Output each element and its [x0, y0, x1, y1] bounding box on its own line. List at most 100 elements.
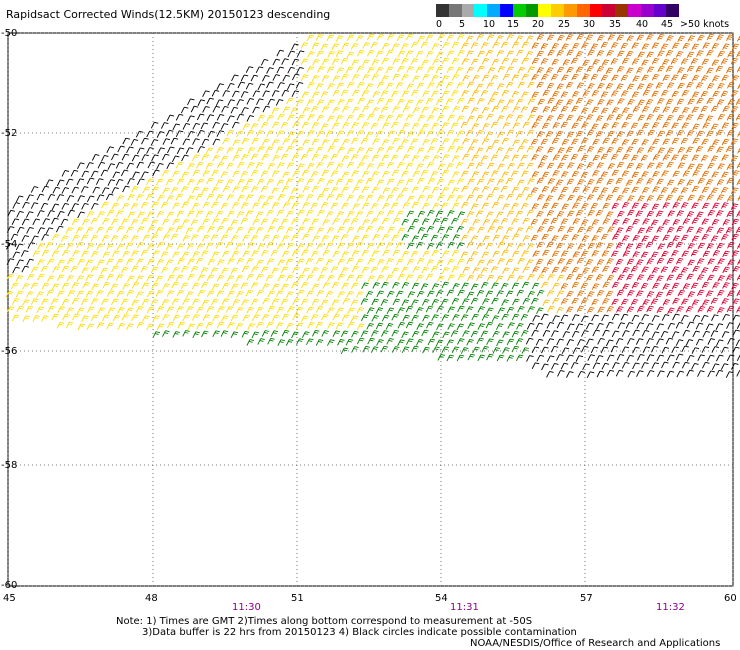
wind-barb — [591, 186, 600, 194]
wind-barb — [421, 106, 429, 114]
wind-barb — [641, 235, 649, 243]
wind-barb — [550, 186, 559, 194]
wind-barb — [267, 337, 275, 345]
wind-barb — [500, 41, 509, 49]
wind-barb — [442, 138, 450, 145]
wind-barb — [141, 137, 149, 145]
wind-barb — [527, 98, 536, 106]
wind-barb — [146, 211, 155, 218]
wind-barb — [346, 98, 354, 106]
wind-barb — [551, 58, 559, 66]
wind-barb — [457, 289, 465, 297]
wind-barb — [207, 258, 216, 266]
legend-labels: 0 5 10 15 20 25 30 35 40 45 >50 knots — [436, 17, 729, 30]
wind-barb — [382, 187, 391, 195]
wind-barb — [202, 234, 210, 242]
wind-barb — [176, 178, 185, 185]
wind-barb — [592, 169, 600, 177]
wind-barb — [241, 107, 249, 114]
wind-barb — [452, 283, 460, 290]
wind-barb — [460, 234, 469, 242]
wind-barb — [680, 154, 689, 162]
wind-barb — [191, 186, 200, 194]
wind-barb — [720, 90, 729, 98]
wind-barb — [182, 138, 191, 146]
wind-barb — [452, 106, 460, 113]
wind-barb — [166, 290, 175, 297]
wind-barb — [276, 225, 285, 233]
wind-barb — [447, 323, 455, 330]
legend-swatch — [499, 4, 513, 17]
wind-barb — [491, 315, 500, 322]
wind-barb — [506, 50, 514, 58]
wind-barb — [187, 210, 195, 218]
wind-barb — [281, 89, 289, 97]
wind-barb — [322, 219, 330, 226]
wind-barb — [247, 162, 255, 169]
wind-barb — [496, 290, 504, 297]
wind-barb — [466, 81, 475, 89]
wind-barb — [632, 329, 640, 337]
wind-barb — [261, 138, 270, 146]
wind-barb — [562, 59, 571, 66]
wind-barb — [601, 362, 610, 370]
wind-barb — [465, 129, 474, 137]
wind-barb — [425, 98, 434, 105]
wind-barb — [552, 282, 560, 290]
wind-barb — [286, 83, 295, 91]
wind-barb — [731, 75, 740, 82]
wind-barb — [261, 249, 269, 257]
wind-barb — [675, 51, 684, 58]
wind-barb — [736, 66, 740, 73]
wind-barb — [281, 283, 289, 291]
wind-barb — [591, 250, 599, 257]
wind-barb — [45, 227, 54, 234]
wind-barb — [285, 227, 294, 234]
wind-barb — [332, 122, 340, 130]
wind-barb — [585, 322, 594, 330]
wind-barb — [530, 106, 539, 114]
wind-barb — [546, 241, 554, 249]
wind-barb — [226, 275, 235, 282]
legend-label: 15 — [507, 19, 520, 30]
wind-barb — [217, 306, 225, 313]
wind-barb — [347, 147, 355, 155]
wind-barb — [296, 130, 305, 138]
wind-barb — [682, 283, 691, 290]
wind-barb — [205, 147, 214, 154]
wind-barb — [600, 153, 609, 161]
wind-barb — [442, 331, 450, 339]
wind-barb — [240, 217, 249, 225]
wind-barb — [282, 202, 291, 209]
wind-barb — [500, 282, 509, 290]
wind-barb — [495, 275, 504, 283]
wind-barb — [291, 281, 299, 289]
wind-barb — [511, 186, 520, 194]
wind-barb — [566, 354, 574, 362]
wind-barb — [521, 57, 530, 65]
wind-barb — [682, 42, 690, 50]
wind-barb — [221, 267, 229, 275]
wind-barb — [441, 57, 450, 65]
wind-barb — [401, 282, 410, 289]
wind-barb — [491, 186, 500, 194]
wind-barb — [706, 82, 715, 90]
wind-barb — [692, 123, 700, 131]
wind-barb — [441, 346, 450, 354]
wind-barb — [106, 243, 114, 251]
wind-barb — [202, 218, 210, 226]
wind-barb — [391, 187, 399, 194]
wind-barb — [81, 315, 89, 322]
wind-barb — [605, 83, 614, 90]
wind-barb — [485, 131, 494, 139]
wind-barb — [592, 138, 600, 146]
wind-barb — [455, 67, 464, 74]
wind-barb — [72, 234, 80, 242]
wind-barb — [600, 171, 609, 178]
wind-barb — [426, 242, 435, 250]
wind-barb — [436, 178, 445, 186]
wind-barb — [465, 35, 474, 43]
wind-barb — [675, 353, 684, 361]
wind-barb — [51, 313, 59, 321]
wind-barb — [580, 282, 589, 290]
